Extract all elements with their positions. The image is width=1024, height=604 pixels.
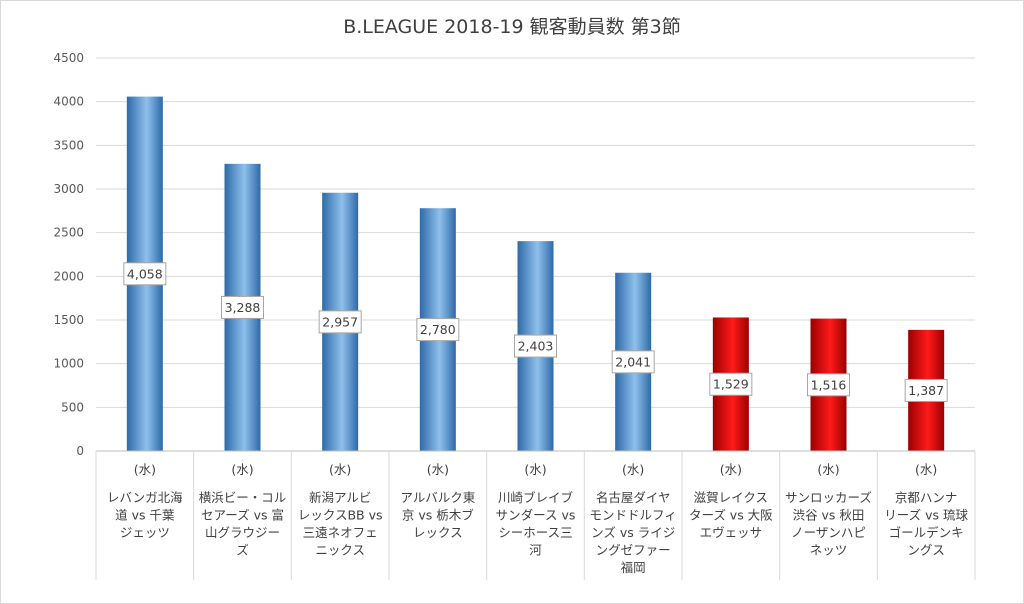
bars <box>126 96 945 452</box>
data-label: 2,780 <box>420 322 456 337</box>
category-day: (水) <box>427 462 449 477</box>
category-label: ングゼファー <box>596 543 671 558</box>
category-label: 新潟アルビ <box>309 490 371 505</box>
category-label: ングス <box>907 543 945 558</box>
category-label: ターズ vs 大阪 <box>689 508 773 523</box>
category-label: ゴールデンキ <box>889 525 964 540</box>
y-tick-label: 3000 <box>53 182 84 196</box>
category-label: ネッツ <box>810 543 848 558</box>
category-label: 川崎ブレイブ <box>498 490 574 505</box>
data-label: 1,516 <box>811 377 847 392</box>
category-label: サンダース vs <box>496 508 576 523</box>
category-label: 山グラウジー <box>205 525 280 540</box>
y-tick-label: 500 <box>61 400 84 414</box>
category-label: ニックス <box>315 543 365 558</box>
category-label: シーホース三 <box>498 525 572 540</box>
category-day: (水) <box>720 462 742 477</box>
y-tick-label: 4000 <box>53 95 84 109</box>
y-tick-label: 0 <box>76 444 84 458</box>
data-label: 1,387 <box>908 383 944 398</box>
category-label: レックスBB vs <box>298 508 383 523</box>
category-label: 横浜ビー・コル <box>199 490 287 505</box>
category-day: (水) <box>817 462 839 477</box>
data-label-box <box>709 372 753 396</box>
data-labels: 4,058 3,288 2,957 2,780 2,403 2,041 1,529 1,516… <box>123 262 948 402</box>
y-axis: 0 500 1000 1500 2000 2500 3000 3500 4000 4500 <box>53 51 84 458</box>
category-label: レバンガ北海 <box>107 490 183 505</box>
category-label: エヴェッサ <box>700 525 763 540</box>
category-label: 三遠ネオフェ <box>303 525 378 540</box>
category-label: 京 vs 栃木ブ <box>402 508 474 523</box>
category-day: (水) <box>329 462 351 477</box>
data-label-box <box>416 318 460 342</box>
y-tick-label: 3500 <box>53 138 84 152</box>
category-label: サンロッカーズ <box>785 490 872 505</box>
data-label-box <box>611 350 655 374</box>
category-label: ンズ vs ライジ <box>591 525 675 540</box>
data-label-box <box>318 310 362 334</box>
category-label: モンドドルフィ <box>590 508 677 523</box>
data-label: 1,529 <box>713 377 749 392</box>
category-label: 道 vs 千葉 <box>115 508 175 523</box>
y-tick-label: 1000 <box>53 357 84 371</box>
chart-title: B.LEAGUE 2018-19 観客動員数 第3節 <box>343 16 681 38</box>
category-label: ズ <box>236 543 249 558</box>
category-label: ノーザンハピ <box>791 525 866 540</box>
data-label-box <box>123 262 167 286</box>
data-label: 2,041 <box>615 354 651 369</box>
data-label-box <box>221 295 264 319</box>
category-label: 滋賀レイクス <box>694 490 768 505</box>
category-day: (水) <box>231 462 253 477</box>
category-label: 河 <box>529 543 542 558</box>
category-day: (水) <box>134 462 156 477</box>
category-label: 渋谷 vs 秋田 <box>793 508 865 523</box>
data-label: 3,288 <box>225 300 261 315</box>
data-label: 4,058 <box>127 266 163 281</box>
category-label: レックス <box>413 525 463 540</box>
category-day: (水) <box>915 462 937 477</box>
data-label-box <box>807 373 850 397</box>
category-label: 名古屋ダイヤ <box>596 490 671 505</box>
category-label: 京都ハンナ <box>895 490 958 505</box>
data-label: 2,957 <box>322 314 358 329</box>
category-day: (水) <box>622 462 644 477</box>
category-label: 福岡 <box>621 560 646 575</box>
category-label: セアーズ vs 富 <box>201 508 284 523</box>
category-label: リーズ vs 琉球 <box>884 508 968 523</box>
data-label-box <box>904 378 948 402</box>
category-label: ジェッツ <box>120 525 170 540</box>
data-label: 2,403 <box>518 339 554 354</box>
y-tick-label: 2000 <box>53 269 84 283</box>
category-label: アルバルク東 <box>400 490 475 505</box>
category-day: (水) <box>524 462 546 477</box>
y-tick-label: 4500 <box>53 51 84 65</box>
y-tick-label: 2500 <box>53 226 84 240</box>
y-tick-label: 1500 <box>53 313 84 327</box>
data-label-box <box>514 334 557 358</box>
